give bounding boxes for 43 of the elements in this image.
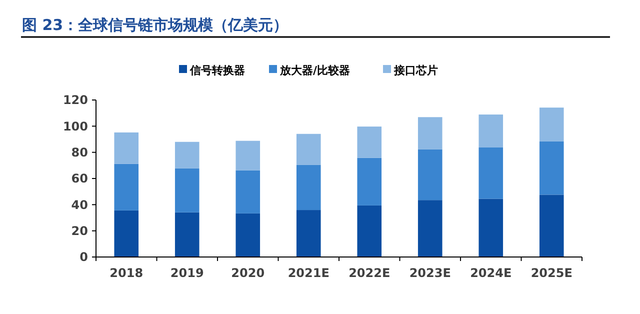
x-tick-label: 2019 bbox=[170, 266, 204, 280]
y-tick-label: 120 bbox=[62, 93, 88, 108]
bar bbox=[418, 149, 442, 200]
x-tick-label: 2022E bbox=[348, 266, 390, 280]
bar bbox=[236, 170, 260, 214]
y-tick-label: 40 bbox=[71, 198, 88, 212]
legend-label: 放大器/比较器 bbox=[279, 64, 350, 77]
bar bbox=[357, 126, 382, 158]
bar bbox=[236, 213, 260, 257]
bar bbox=[539, 108, 564, 142]
bar bbox=[174, 168, 200, 212]
y-tick-label: 0 bbox=[80, 250, 88, 264]
bar bbox=[539, 141, 564, 195]
legend-label: 接口芯片 bbox=[393, 64, 438, 77]
bar bbox=[478, 147, 504, 199]
y-tick-label: 60 bbox=[71, 172, 88, 186]
chart-title: 图 23：全球信号链市场规模（亿美元） bbox=[22, 16, 288, 34]
bar bbox=[114, 210, 139, 257]
bar bbox=[174, 212, 200, 257]
y-tick-label: 80 bbox=[71, 146, 88, 160]
bar bbox=[114, 164, 139, 210]
bar bbox=[418, 117, 442, 150]
bar bbox=[539, 194, 564, 257]
y-tick-label: 100 bbox=[62, 119, 88, 134]
legend-label: 信号转换器 bbox=[189, 64, 245, 77]
bar bbox=[357, 205, 382, 257]
x-tick-label: 2025E bbox=[530, 266, 572, 280]
x-tick-label: 2021E bbox=[288, 266, 330, 280]
bar bbox=[418, 200, 442, 257]
x-tick-label: 2018 bbox=[110, 266, 144, 280]
x-tick-label: 2024E bbox=[470, 266, 512, 280]
bar bbox=[296, 210, 321, 257]
bar bbox=[357, 158, 382, 206]
y-tick-label: 20 bbox=[71, 224, 88, 238]
x-tick-label: 2020 bbox=[231, 266, 265, 280]
bar bbox=[174, 142, 200, 168]
bar bbox=[478, 198, 504, 257]
bar bbox=[296, 134, 321, 165]
bar bbox=[478, 114, 504, 148]
x-tick-label: 2023E bbox=[409, 266, 451, 280]
bar bbox=[296, 164, 321, 210]
bar bbox=[236, 140, 260, 170]
bar bbox=[114, 132, 139, 164]
